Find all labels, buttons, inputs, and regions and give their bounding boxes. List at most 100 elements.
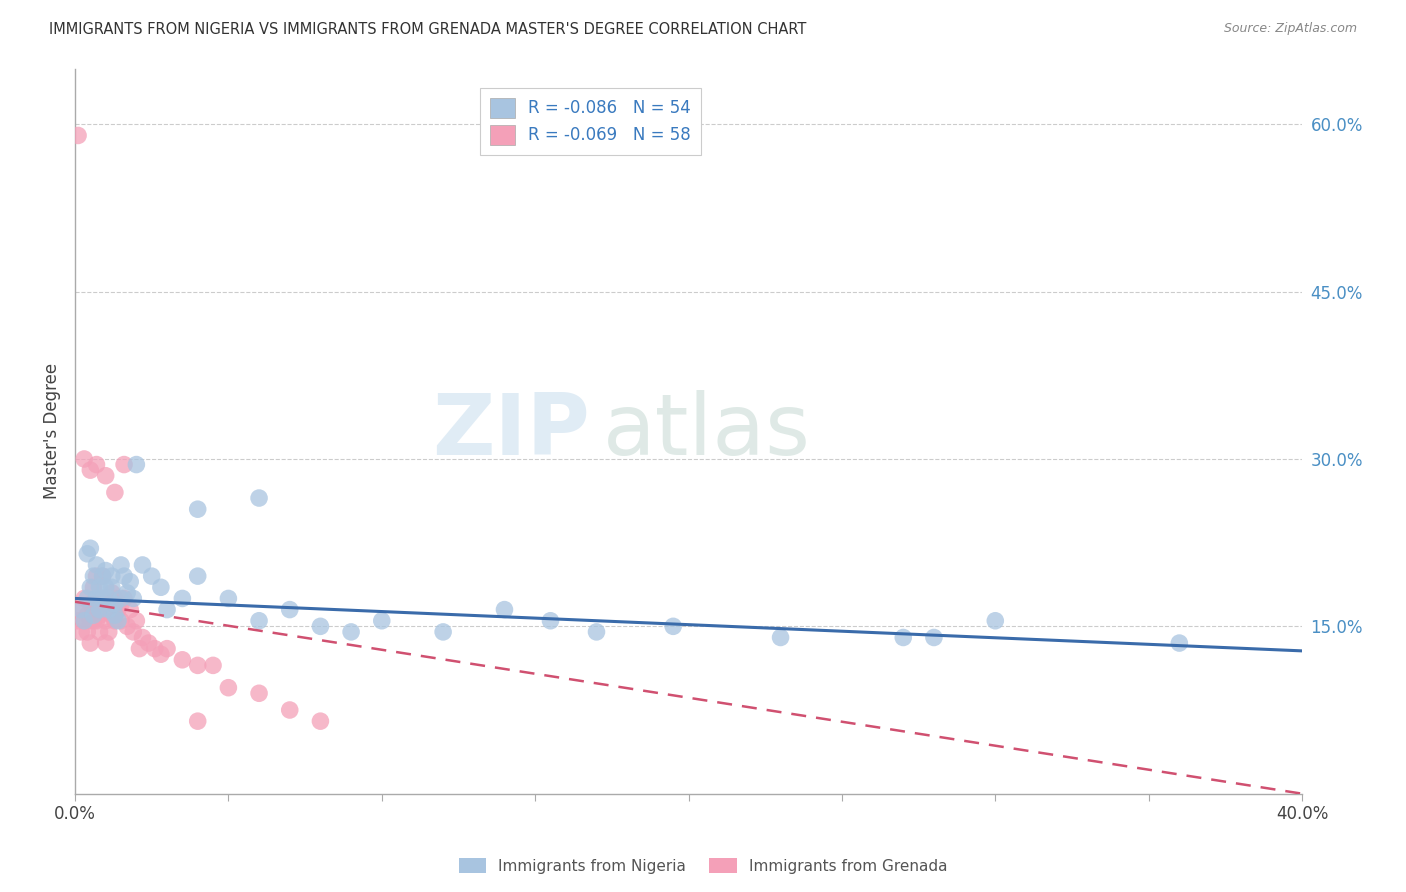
Point (89, 602, 111, 616)
Point (82, 608, 104, 623)
Point (94, 597, 117, 611)
Point (107, 614, 129, 628)
Point (1168, 636, 1191, 650)
Point (309, 619, 332, 633)
Point (91, 569, 114, 583)
Point (104, 608, 127, 623)
Point (86, 569, 108, 583)
Point (122, 591, 145, 606)
Text: ZIP: ZIP (433, 390, 591, 473)
Point (217, 681, 239, 695)
Point (67, 128, 90, 143)
Point (86, 558, 108, 572)
Point (82, 614, 104, 628)
Text: Source: ZipAtlas.com: Source: ZipAtlas.com (1223, 22, 1357, 36)
Point (112, 591, 135, 606)
Point (70, 602, 93, 616)
Point (97, 624, 120, 639)
Text: IMMIGRANTS FROM NIGERIA VS IMMIGRANTS FROM GRENADA MASTER'S DEGREE CORRELATION C: IMMIGRANTS FROM NIGERIA VS IMMIGRANTS FR… (49, 22, 807, 37)
Legend: Immigrants from Nigeria, Immigrants from Grenada: Immigrants from Nigeria, Immigrants from… (453, 852, 953, 880)
Point (141, 569, 163, 583)
Point (984, 614, 1007, 628)
Point (115, 586, 138, 600)
Point (73, 591, 96, 606)
Point (91, 569, 114, 583)
Point (247, 614, 270, 628)
Point (91, 591, 114, 606)
Point (922, 631, 945, 645)
Point (172, 591, 194, 606)
Point (79, 597, 101, 611)
Point (104, 597, 127, 611)
Point (79, 636, 101, 650)
Point (79, 614, 101, 628)
Point (82, 602, 104, 616)
Point (94, 468, 117, 483)
Point (89, 624, 111, 639)
Point (120, 602, 142, 616)
Point (156, 641, 179, 656)
Y-axis label: Master's Degree: Master's Degree (44, 363, 60, 500)
Point (662, 619, 685, 633)
Point (104, 485, 127, 500)
Point (149, 580, 172, 594)
Point (125, 458, 148, 472)
Point (70, 624, 93, 639)
Point (67, 614, 90, 628)
Point (94, 564, 117, 578)
Point (110, 591, 132, 606)
Point (112, 458, 135, 472)
Point (120, 574, 142, 589)
Point (73, 452, 96, 467)
Point (156, 602, 179, 616)
Point (76, 624, 98, 639)
Point (187, 569, 209, 583)
Point (94, 580, 117, 594)
Point (278, 602, 301, 616)
Point (112, 569, 135, 583)
Legend: R = -0.086   N = 54, R = -0.069   N = 58: R = -0.086 N = 54, R = -0.069 N = 58 (479, 87, 702, 155)
Point (891, 631, 914, 645)
Point (340, 624, 363, 639)
Point (79, 463, 101, 477)
Point (138, 636, 160, 650)
Point (309, 714, 332, 728)
Point (143, 641, 166, 656)
Point (97, 602, 120, 616)
Point (94, 636, 117, 650)
Point (107, 602, 129, 616)
Point (94, 614, 117, 628)
Point (128, 641, 150, 656)
Point (110, 558, 132, 572)
Point (73, 614, 96, 628)
Point (131, 631, 153, 645)
Point (187, 502, 209, 516)
Point (172, 653, 194, 667)
Point (73, 614, 96, 628)
Point (82, 580, 104, 594)
Point (79, 541, 101, 556)
Point (101, 569, 124, 583)
Point (101, 586, 124, 600)
Point (217, 591, 239, 606)
Point (86, 614, 108, 628)
Point (110, 597, 132, 611)
Point (86, 597, 108, 611)
Point (110, 614, 132, 628)
Point (104, 591, 127, 606)
Point (187, 658, 209, 673)
Point (247, 491, 270, 505)
Point (125, 614, 148, 628)
Point (585, 624, 607, 639)
Text: atlas: atlas (603, 390, 811, 473)
Point (278, 703, 301, 717)
Point (494, 602, 516, 616)
Point (76, 591, 98, 606)
Point (104, 614, 127, 628)
Point (432, 624, 454, 639)
Point (82, 569, 104, 583)
Point (187, 714, 209, 728)
Point (86, 591, 108, 606)
Point (70, 602, 93, 616)
Point (122, 624, 145, 639)
